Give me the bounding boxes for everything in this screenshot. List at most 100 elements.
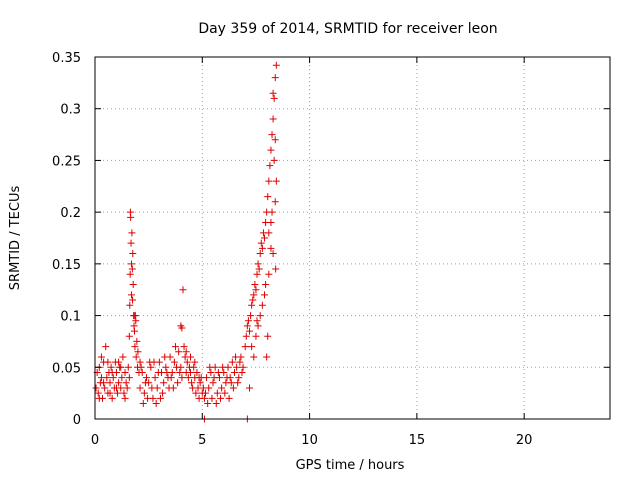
data-point: [178, 374, 186, 382]
data-point: [221, 389, 229, 397]
y-tick-label: 0.3: [60, 103, 81, 118]
data-point: [127, 291, 135, 299]
y-tick-label: 0.2: [60, 206, 81, 221]
data-point: [252, 286, 260, 294]
data-point: [270, 94, 278, 102]
data-point: [171, 343, 179, 351]
data-point: [225, 394, 233, 402]
data-point: [272, 61, 280, 69]
data-point: [208, 394, 216, 402]
data-point: [152, 399, 160, 407]
data-point: [204, 399, 212, 407]
data-point: [169, 384, 177, 392]
data-point: [94, 389, 102, 397]
data-point: [178, 324, 186, 332]
data-point: [137, 363, 145, 371]
data-point: [257, 239, 265, 247]
data-point: [127, 260, 135, 268]
data-point: [212, 399, 220, 407]
data-point: [114, 389, 122, 397]
data-point: [101, 384, 109, 392]
data-point: [250, 291, 258, 299]
data-point: [246, 384, 253, 392]
data-point: [190, 363, 198, 371]
data-point: [223, 374, 231, 382]
data-point: [156, 394, 164, 402]
data-point: [167, 374, 175, 382]
data-point: [218, 384, 226, 392]
data-point: [186, 353, 194, 361]
data-point: [180, 343, 188, 351]
y-tick-label: 0.05: [52, 361, 81, 376]
data-point: [256, 312, 264, 320]
data-point: [118, 374, 126, 382]
data-point: [92, 384, 100, 392]
data-point: [253, 270, 261, 278]
data-point: [265, 229, 273, 237]
y-tick-label: 0.35: [52, 51, 81, 66]
x-tick-label: 10: [301, 433, 318, 448]
axis-ticks: 0 5 10 15 20 0 0.05 0.1 0.15 0.2 0.25 0.3 0.35: [52, 51, 610, 448]
data-point: [258, 301, 266, 309]
data-point: [121, 368, 129, 376]
data-point: [129, 281, 137, 289]
data-point: [246, 327, 253, 335]
data-point: [106, 389, 114, 397]
data-point: [209, 379, 217, 387]
data-point: [270, 156, 278, 164]
y-tick-label: 0.15: [52, 258, 81, 273]
y-tick-label: 0.25: [52, 154, 81, 169]
data-point: [115, 358, 123, 366]
data-point: [268, 208, 276, 216]
data-point: [256, 250, 264, 258]
data-point: [129, 296, 137, 304]
data-point: [112, 384, 120, 392]
data-point: [265, 177, 273, 185]
data-point: [130, 327, 138, 335]
data-point: [266, 162, 274, 170]
data-point: [136, 384, 144, 392]
data-point: [122, 379, 130, 387]
data-point: [251, 281, 259, 289]
data-point: [255, 265, 263, 273]
data-point: [147, 363, 155, 371]
data-point: [100, 379, 108, 387]
data-point: [95, 394, 103, 402]
data-point: [268, 131, 276, 139]
data-point: [264, 193, 272, 201]
data-point: [119, 353, 127, 361]
data-point: [233, 363, 241, 371]
data-point: [200, 394, 208, 402]
data-point: [271, 136, 279, 144]
data-point: [121, 394, 129, 402]
data-point: [230, 368, 238, 376]
data-point: [234, 379, 242, 387]
data-point: [131, 343, 139, 351]
data-points: [92, 61, 280, 423]
data-point: [125, 332, 133, 340]
data-point: [160, 379, 168, 387]
data-point: [126, 301, 134, 309]
data-point: [213, 389, 221, 397]
data-point: [115, 379, 123, 387]
data-point: [159, 389, 167, 397]
data-point: [264, 332, 272, 340]
data-point: [120, 389, 128, 397]
data-point: [196, 379, 204, 387]
data-point: [144, 394, 152, 402]
data-point: [261, 291, 269, 299]
data-point: [236, 358, 244, 366]
data-point: [248, 343, 256, 351]
x-tick-label: 0: [91, 433, 99, 448]
data-point: [188, 379, 196, 387]
x-tick-label: 20: [516, 433, 533, 448]
data-point: [102, 343, 110, 351]
data-point: [217, 394, 225, 402]
data-point: [247, 312, 255, 320]
data-point: [258, 244, 266, 252]
data-point: [132, 353, 140, 361]
data-point: [252, 332, 260, 340]
data-point: [138, 368, 146, 376]
plot-frame: [94, 56, 611, 420]
